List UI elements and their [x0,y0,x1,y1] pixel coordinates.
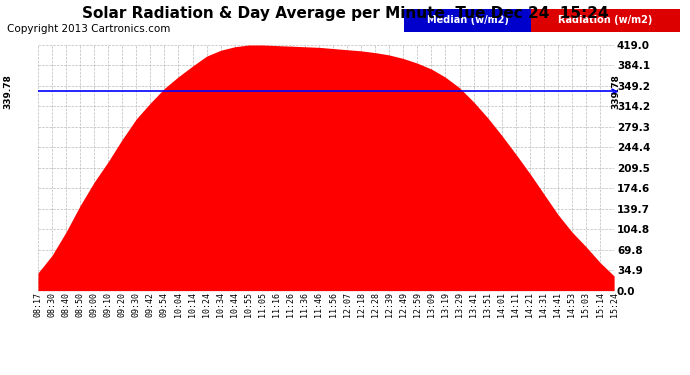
Text: Copyright 2013 Cartronics.com: Copyright 2013 Cartronics.com [7,24,170,34]
Text: Solar Radiation & Day Average per Minute  Tue Dec 24  15:24: Solar Radiation & Day Average per Minute… [81,6,609,21]
Bar [531,9,680,32]
Bar [404,9,531,32]
Text: 339.78: 339.78 [611,74,621,109]
Text: Median (w/m2): Median (w/m2) [426,15,509,25]
Text: 339.78: 339.78 [3,74,13,109]
Text: Radiation (w/m2): Radiation (w/m2) [558,15,653,25]
